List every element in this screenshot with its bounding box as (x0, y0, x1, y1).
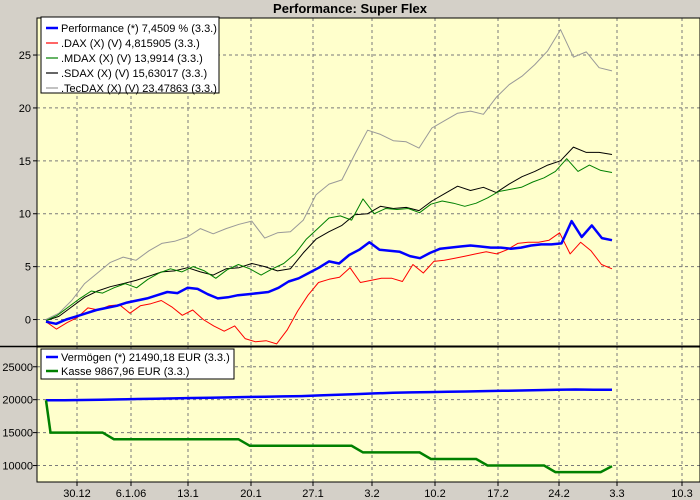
dax-line (45, 232, 613, 345)
chart-title: Performance: Super Flex (273, 1, 428, 16)
x-tick-label: 27.1 (302, 488, 323, 500)
x-tick-label: 17.2 (487, 488, 508, 500)
tecdax-line (45, 29, 613, 320)
y-tick-label-lower: 15000 (2, 428, 33, 440)
mdax-line (45, 158, 613, 322)
y-tick-label-upper: 0 (25, 315, 31, 327)
y-tick-label-upper: 10 (19, 209, 31, 221)
x-tick-label: 20.1 (240, 488, 261, 500)
x-tick-label: 3.2 (364, 488, 379, 500)
legend-entry: Kasse 9867,96 EUR (3.3.) (61, 366, 189, 378)
legend-entry: Performance (*) 7,4509 % (3.3.) (61, 23, 217, 35)
y-tick-label-lower: 20000 (2, 395, 33, 407)
lower-legend: Vermögen (*) 21490,18 EUR (3.3.) Kasse 98… (40, 348, 235, 380)
performance-line (45, 219, 613, 326)
kasse-line (44, 400, 613, 474)
legend-entry: .TecDAX (X) (V) 23,47863 (3.3.) (61, 83, 217, 95)
legend-entry: .DAX (X) (V) 4,815905 (3.3.) (61, 38, 200, 50)
x-tick-label: 13.1 (177, 488, 198, 500)
x-tick-label: 3.3 (609, 488, 624, 500)
y-tick-label-lower: 25000 (2, 362, 33, 374)
vermoegen-line (46, 388, 612, 402)
x-tick-label: 10.2 (424, 488, 445, 500)
y-tick-label-upper: 15 (19, 156, 31, 168)
y-tick-label-upper: 25 (19, 50, 31, 62)
legend-entry: .SDAX (X) (V) 15,63017 (3.3.) (61, 68, 207, 80)
y-tick-label-lower: 10000 (2, 461, 33, 473)
x-tick-label: 30.12 (63, 488, 91, 500)
upper-legend: Performance (*) 7,4509 % (3.3.) .DAX (X) … (40, 16, 220, 95)
legend-entry: Vermögen (*) 21490,18 EUR (3.3.) (61, 352, 230, 364)
x-tick-label: 24.2 (548, 488, 569, 500)
y-tick-label-upper: 5 (25, 262, 31, 274)
legend-entry: .MDAX (X) (V) 13,9914 (3.3.) (61, 53, 203, 65)
y-tick-label-upper: 20 (19, 103, 31, 115)
sdax-line (45, 146, 613, 322)
x-tick-label: 10.3 (671, 488, 692, 500)
x-tick-label: 6.1.06 (116, 488, 147, 500)
